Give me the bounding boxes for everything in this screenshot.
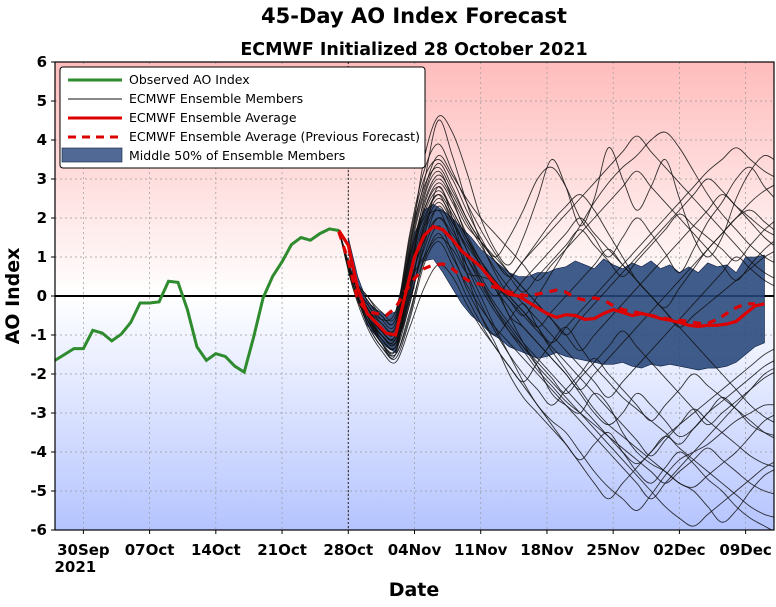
ensemble-member-line bbox=[338, 209, 773, 530]
legend-label-previous: ECMWF Ensemble Average (Previous Forecas… bbox=[129, 129, 420, 144]
observed-ao-line bbox=[55, 227, 340, 375]
ensemble-member-line bbox=[338, 225, 774, 488]
ensemble-member-line bbox=[338, 131, 774, 336]
y-tick-label: 3 bbox=[37, 170, 47, 188]
legend-box bbox=[59, 66, 426, 169]
x-tick-label: 28Oct bbox=[323, 541, 373, 559]
ensemble-member-line bbox=[338, 159, 774, 326]
ensemble-member-line bbox=[338, 205, 774, 527]
legend-label-band: Middle 50% of Ensemble Members bbox=[129, 148, 345, 163]
x-tick-label: 02Dec bbox=[653, 541, 705, 559]
y-tick-label: -5 bbox=[30, 482, 47, 500]
y-tick-label: 1 bbox=[37, 248, 47, 266]
x-tick-label: 14Oct bbox=[191, 541, 241, 559]
x-axis-label: Date bbox=[389, 579, 440, 601]
x-tick-label: 30Sep bbox=[57, 541, 110, 559]
y-axis-label: AO Index bbox=[2, 248, 24, 345]
legend-label-members: ECMWF Ensemble Members bbox=[129, 91, 303, 106]
ensemble-member-line bbox=[338, 217, 774, 426]
x-tick-label: 18Nov bbox=[520, 541, 574, 559]
ensemble-member-line bbox=[338, 147, 774, 344]
legend-swatch-band bbox=[61, 147, 123, 163]
ensemble-mean-line bbox=[337, 224, 765, 337]
chart-title: 45-Day AO Index Forecast bbox=[261, 4, 567, 28]
ensemble-member-line bbox=[338, 174, 774, 398]
ensemble-member-line bbox=[338, 229, 774, 445]
y-tick-label: 4 bbox=[37, 131, 47, 149]
x-tick-label: 04Nov bbox=[388, 541, 442, 559]
ensemble-member-line bbox=[338, 201, 774, 467]
ensemble-member-line bbox=[338, 162, 774, 333]
y-tick-label: -4 bbox=[30, 443, 47, 461]
x-tick-label: 09Dec bbox=[719, 541, 771, 559]
chart-subtitle: ECMWF Initialized 28 October 2021 bbox=[240, 40, 587, 60]
ensemble-member-line bbox=[338, 135, 774, 325]
y-tick-label: 0 bbox=[37, 287, 47, 305]
ensemble-member-line bbox=[338, 229, 774, 500]
x-tick-sublabel: 2021 bbox=[55, 558, 97, 576]
x-tick-label: 11Nov bbox=[454, 541, 508, 559]
x-tick-label: 07Oct bbox=[125, 541, 175, 559]
y-tick-label: -2 bbox=[30, 365, 47, 383]
y-tick-label: -3 bbox=[30, 404, 47, 422]
ensemble-member-line bbox=[338, 119, 774, 329]
y-axis-ticks: -6 -5 -4 -3 -2 -1 0 1 2 3 4 5 6 bbox=[30, 53, 55, 539]
ensemble-member-line bbox=[338, 229, 774, 518]
ensemble-member-line bbox=[338, 186, 774, 423]
x-tick-label: 21Oct bbox=[257, 541, 307, 559]
y-tick-label: -1 bbox=[30, 326, 47, 344]
y-tick-label: 5 bbox=[37, 92, 47, 110]
legend-label-observed: Observed AO Index bbox=[129, 72, 250, 87]
ensemble-member-line bbox=[338, 217, 774, 465]
x-tick-label: 25Nov bbox=[586, 541, 640, 559]
ensemble-member-line bbox=[338, 154, 774, 333]
y-tick-label: 2 bbox=[37, 209, 47, 227]
y-tick-label: -6 bbox=[30, 521, 47, 539]
legend-label-mean: ECMWF Ensemble Average bbox=[129, 110, 297, 125]
legend: Observed AO Index ECMWF Ensemble Members… bbox=[59, 66, 426, 169]
y-tick-label: 6 bbox=[37, 53, 47, 71]
ensemble-member-line bbox=[338, 209, 774, 439]
ensemble-member-line bbox=[338, 143, 774, 352]
